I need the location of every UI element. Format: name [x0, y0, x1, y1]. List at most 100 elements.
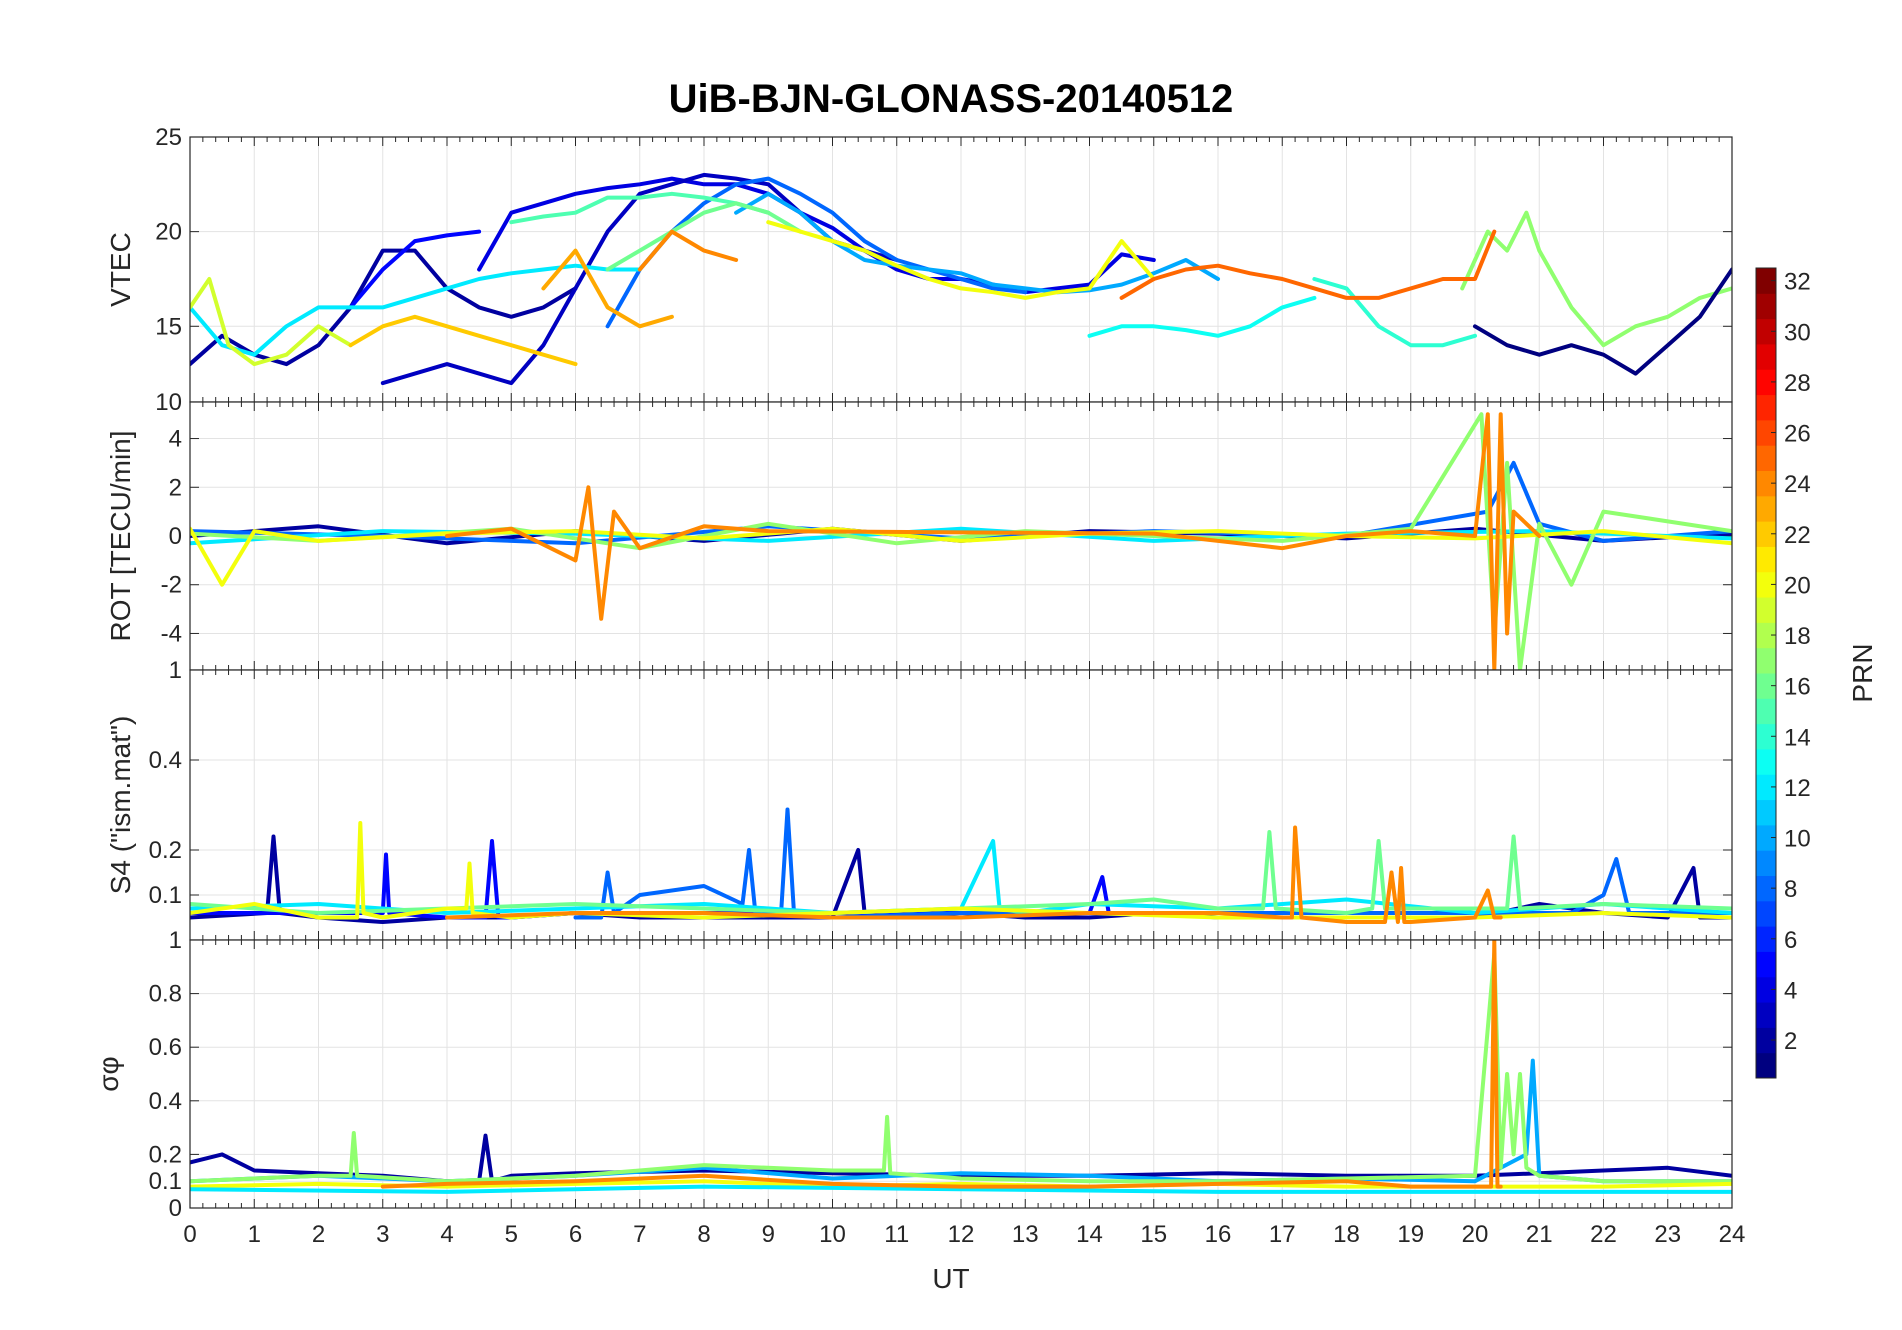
- x-tick-label: 18: [1333, 1221, 1360, 1248]
- series-line-prn-20: [766, 220, 1156, 300]
- colorbar-label: PRN: [1847, 643, 1878, 702]
- x-tick-label: 16: [1205, 1221, 1232, 1248]
- colorbar-segment: [1756, 318, 1776, 345]
- series-line-prn-16: [190, 830, 1732, 915]
- colorbar-segment: [1756, 394, 1776, 421]
- y-axis-label: VTEC: [105, 232, 136, 307]
- series-group: [190, 940, 1732, 1194]
- x-tick-label: 7: [633, 1221, 646, 1248]
- y-tick-label: -2: [161, 572, 182, 599]
- x-tick-label: 9: [762, 1221, 775, 1248]
- series-line-prn-1: [1473, 267, 1732, 376]
- colorbar-tick-label: 22: [1784, 522, 1811, 549]
- colorbar-tick-label: 14: [1784, 724, 1811, 751]
- colorbar-segment: [1756, 343, 1776, 370]
- colorbar-tick-label: 32: [1784, 269, 1811, 296]
- colorbar-segment: [1756, 268, 1776, 294]
- series-group: [190, 807, 1732, 924]
- colorbar-segment: [1756, 622, 1776, 649]
- series-line-prn-12: [190, 263, 642, 357]
- panel-1: 15 20 25 VTEC: [105, 124, 1733, 403]
- series-line-prn-19: [190, 277, 353, 367]
- x-tick-label: 13: [1012, 1221, 1039, 1248]
- x-tick-label: 8: [697, 1221, 710, 1248]
- y-tick-label: 0.4: [149, 747, 182, 774]
- x-tick-label: 10: [819, 1221, 846, 1248]
- colorbar-frame: [1755, 267, 1777, 1079]
- colorbar-segment: [1756, 824, 1776, 851]
- colorbar-tick-label: 16: [1784, 674, 1811, 701]
- colorbar-segment: [1756, 698, 1776, 725]
- colorbar-segment: [1756, 419, 1776, 446]
- x-tick-label: 11: [884, 1221, 909, 1248]
- colorbar-segment: [1756, 546, 1776, 573]
- y-tick-label-top: 1: [169, 657, 182, 684]
- y-tick-label: -4: [161, 620, 182, 647]
- y-tick-label: 0.1: [149, 882, 182, 909]
- x-tick-label: 3: [376, 1221, 389, 1248]
- colorbar-segment: [1756, 293, 1776, 320]
- y-tick-label: 15: [155, 313, 182, 340]
- colorbar-tick-label: 2: [1784, 1028, 1797, 1055]
- series-line-prn-12: [190, 839, 1732, 915]
- y-tick-label-top: 10: [155, 389, 182, 416]
- x-tick-label: 2: [312, 1221, 325, 1248]
- x-tick-label: 5: [505, 1221, 518, 1248]
- series-line-prn-14: [1312, 277, 1477, 348]
- x-tick-label: 14: [1076, 1221, 1103, 1248]
- y-tick-label: 25: [155, 124, 182, 151]
- colorbar-segment: [1756, 748, 1776, 775]
- series-line-prn-17: [1460, 210, 1732, 348]
- x-tick-label: 21: [1526, 1221, 1553, 1248]
- series-line-prn-10: [734, 191, 1220, 295]
- series-line-prn-24: [445, 825, 1503, 924]
- colorbar-segment: [1756, 1052, 1776, 1079]
- chart-title: UiB-BJN-GLONASS-20140512: [669, 77, 1234, 121]
- y-tick-label: 0.4: [149, 1088, 182, 1115]
- colorbar-tick-label: 30: [1784, 319, 1811, 346]
- panel-4: 00.10.2 0.4 0.6 0.8 1 σφ: [93, 927, 1733, 1222]
- y-tick-label: 4: [169, 426, 182, 453]
- series-line-prn-24: [445, 412, 1542, 670]
- panel-2: -4 -2 0 2 4 10 ROT [TECU/min]: [105, 389, 1733, 671]
- series-line-prn-24: [637, 229, 739, 272]
- colorbar-segment: [1756, 774, 1776, 801]
- colorbar-segment: [1756, 647, 1776, 674]
- colorbar-segment: [1756, 1027, 1776, 1054]
- x-tick-label: 15: [1140, 1221, 1167, 1248]
- colorbar-segment: [1756, 951, 1776, 978]
- x-tick-label: 6: [569, 1221, 582, 1248]
- colorbar-tick-label: 24: [1784, 471, 1811, 498]
- y-axis-label: S4 ("ism.mat"): [105, 716, 136, 895]
- series-line-prn-25: [1119, 229, 1497, 300]
- colorbar-segment: [1756, 597, 1776, 623]
- x-tick-label: 22: [1590, 1221, 1617, 1248]
- x-axis-label: UT: [932, 1263, 969, 1294]
- y-axis-label: σφ: [93, 1056, 124, 1091]
- y-tick-label: 2: [169, 474, 182, 501]
- colorbar-tick-label: 12: [1784, 775, 1811, 802]
- series-line-prn-13: [1087, 295, 1317, 338]
- series-line-prn-15: [509, 191, 771, 225]
- colorbar-segment: [1756, 900, 1776, 927]
- x-tick-label: 0: [183, 1221, 196, 1248]
- y-tick-label: 20: [155, 219, 182, 246]
- colorbar-segment: [1756, 521, 1776, 547]
- colorbar-segment: [1756, 369, 1776, 396]
- colorbar-tick-label: 28: [1784, 370, 1811, 397]
- panel-3: 0.1 0.2 0.4 1 S4 ("ism.mat"): [105, 657, 1733, 941]
- y-tick-label: 0.8: [149, 981, 182, 1008]
- colorbar-segment: [1756, 799, 1776, 826]
- x-tick-label: 17: [1269, 1221, 1296, 1248]
- colorbar-tick-label: 18: [1784, 623, 1811, 650]
- colorbar-tick-label: 10: [1784, 826, 1811, 853]
- colorbar-segment: [1756, 495, 1776, 522]
- colorbar-tick-label: 20: [1784, 572, 1811, 599]
- series-line-prn-20: [190, 526, 1732, 587]
- series-group: [190, 172, 1732, 386]
- series-line-prn-23: [541, 248, 674, 329]
- colorbar-tick-label: 4: [1784, 977, 1797, 1004]
- colorbar-segment: [1756, 571, 1776, 598]
